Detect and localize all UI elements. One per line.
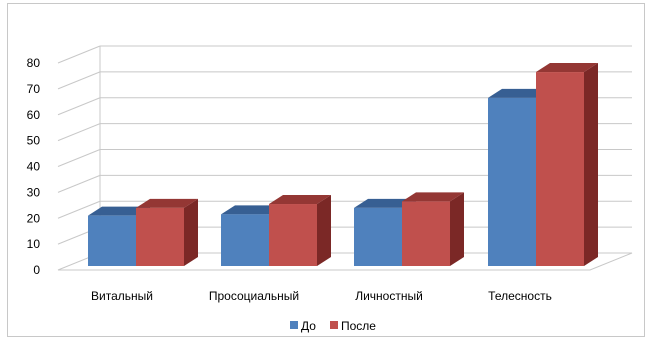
bar-top (221, 205, 283, 215)
y-tick-label: 50 (27, 134, 41, 148)
y-tick-label: 30 (27, 185, 41, 199)
x-tick-label: Витальный (91, 289, 153, 303)
axis-labels: 0 10 20 30 40 50 60 70 80 Витальный Просоциальный Л… (27, 56, 552, 303)
bar-top (136, 198, 198, 208)
legend-item: До (290, 319, 316, 333)
bar-front (221, 214, 269, 266)
bar-front (354, 207, 402, 266)
legend-label: После (341, 319, 376, 333)
y-tick-label: 20 (27, 211, 41, 225)
legend: До После (290, 319, 376, 333)
floor-plane (57, 252, 633, 271)
legend-item: После (330, 319, 376, 333)
x-tick-label: Личностный (355, 289, 423, 303)
gridline-diagonal (57, 123, 101, 142)
x-tick-label: Просоциальный (209, 289, 299, 303)
gridline-diagonal (57, 71, 101, 90)
floor (57, 252, 633, 271)
bar-front (402, 201, 450, 266)
bar-front (536, 72, 584, 267)
gridline-diagonal (57, 97, 101, 116)
bar-top (354, 198, 416, 208)
bar-top (88, 206, 150, 216)
legend-swatch (330, 321, 338, 329)
gridline-diagonal (57, 45, 101, 64)
bar-side (317, 195, 331, 266)
bar-side (184, 198, 198, 266)
y-tick-label: 0 (33, 263, 40, 277)
gridline-diagonal (57, 174, 101, 193)
bar-front (488, 97, 536, 267)
bar-front (269, 204, 317, 266)
bar-side (450, 192, 464, 266)
bar-После-Телесность (536, 63, 598, 267)
gridline-diagonal (57, 149, 101, 167)
bar-front (136, 207, 184, 266)
y-tick-label: 10 (27, 237, 41, 251)
bar-top (488, 88, 550, 98)
x-tick-label: Телесность (488, 289, 552, 303)
legend-label: До (301, 319, 316, 333)
gridline-diagonal (57, 200, 101, 219)
bar-side (584, 63, 598, 267)
bar-front (88, 215, 136, 266)
bar-top (536, 63, 598, 73)
y-tick-label: 70 (27, 82, 41, 96)
bar-top (402, 192, 464, 202)
y-tick-label: 80 (27, 56, 41, 70)
legend-swatch (290, 321, 298, 329)
y-tick-label: 60 (27, 108, 41, 122)
bar-После-Личностный (402, 192, 464, 266)
y-tick-label: 40 (27, 160, 41, 174)
bar-После-Просоциальный (269, 195, 331, 266)
bars (88, 63, 598, 267)
bar-После-Витальный (136, 198, 198, 266)
bar-top (269, 195, 331, 205)
